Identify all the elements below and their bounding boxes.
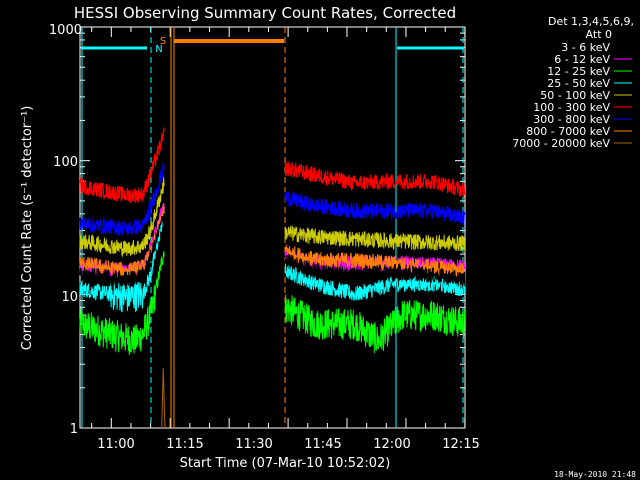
series-line-25-50-kev	[284, 263, 466, 302]
y-tick-label-100: 100	[53, 155, 78, 170]
legend-label: 7000 - 20000 keV	[512, 137, 610, 150]
legend-header-detectors: Det 1,3,4,5,6,9,	[548, 15, 634, 28]
series-line-12-25-kev	[284, 294, 466, 354]
y-tick-label-1: 1	[70, 422, 78, 437]
y-tick-label-10: 10	[61, 290, 78, 305]
legend-label: 3 - 6 keV	[561, 41, 610, 54]
x-axis-label: Start Time (07-Mar-10 10:52:02)	[180, 456, 391, 471]
legend-label: 25 - 50 keV	[547, 77, 610, 90]
plot-area	[79, 26, 466, 429]
y-tick-label-1000: 1000	[49, 23, 82, 38]
x-tick-label-1145: 11:45	[304, 437, 341, 452]
x-tick-label-1130: 11:30	[235, 437, 272, 452]
series-line-50-100-kev	[79, 177, 165, 258]
legend-header-attenuator: Att 0	[586, 28, 612, 41]
marker-s: S	[160, 36, 166, 47]
x-tick-label-1100: 11:00	[97, 437, 134, 452]
x-tick-label-1200: 12:00	[373, 437, 410, 452]
series-line-3-6-kev	[284, 253, 466, 287]
series-line-7000-20000-kev	[161, 368, 166, 429]
series-line-3-6-kev	[79, 213, 165, 287]
chart-title: HESSI Observing Summary Count Rates, Cor…	[74, 4, 456, 22]
marker-n: N	[155, 44, 162, 55]
generation-timestamp: 18-May-2010 21:48	[554, 470, 636, 479]
legend-label: 50 - 100 keV	[540, 89, 610, 102]
legend-label: 800 - 7000 keV	[526, 125, 610, 138]
x-tick-label-1115: 11:15	[166, 437, 203, 452]
series-line-50-100-kev	[284, 225, 466, 252]
legend-label: 6 - 12 keV	[554, 53, 610, 66]
legend-label: 300 - 800 keV	[533, 113, 610, 126]
series-line-300-800-kev	[79, 162, 165, 236]
series-line-100-300-kev	[79, 127, 165, 204]
y-axis-label: Corrected Count Rate (s⁻¹ detector⁻¹)	[20, 106, 35, 351]
legend-label: 12 - 25 keV	[547, 65, 610, 78]
series-line-25-50-kev	[79, 210, 165, 313]
series-line-800-7000-kev	[284, 244, 465, 280]
series-line-300-800-kev	[284, 190, 466, 226]
series-line-100-300-kev	[284, 161, 466, 199]
legend-label: 100 - 300 keV	[533, 101, 610, 114]
x-tick-label-1215: 12:15	[442, 437, 479, 452]
series-line-12-25-kev	[79, 251, 165, 356]
